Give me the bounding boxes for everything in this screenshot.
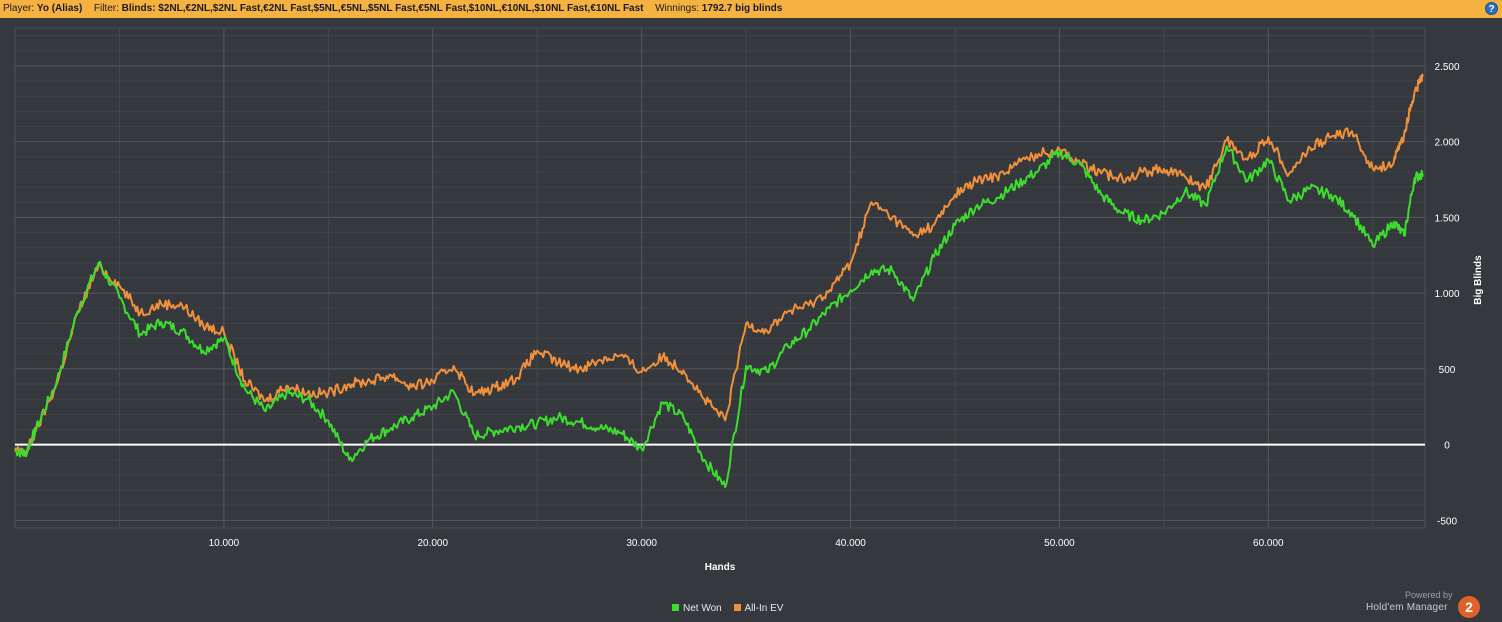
hem2-logo-icon: 2 [1458, 596, 1480, 618]
player-value: Yo (Alias) [36, 3, 83, 14]
x-axis-label: Hands [705, 562, 736, 573]
x-tick-label: 60.000 [1253, 538, 1284, 549]
player-label: Player: [3, 3, 35, 14]
y-tick-label: 0 [1444, 441, 1450, 452]
x-tick-label: 20.000 [417, 538, 448, 549]
y-tick-label: -500 [1437, 516, 1457, 527]
chart-series [14, 73, 1424, 489]
winnings-label: Winnings: [655, 3, 699, 14]
x-axis-ticks: 10.000 20.000 30.000 40.000 50.000 60.000 [209, 538, 1284, 549]
legend-item-net-won[interactable]: Net Won [672, 603, 725, 614]
y-tick-label: 2.500 [1434, 62, 1459, 73]
chart-legend: Net Won All-In EV [672, 603, 792, 614]
y-tick-label: 500 [1439, 365, 1456, 376]
y-tick-label: 1.000 [1434, 289, 1459, 300]
legend-item-all-in-ev[interactable]: All-In EV [733, 603, 784, 614]
x-tick-label: 30.000 [626, 538, 657, 549]
filter-label: Filter: [93, 3, 119, 14]
filter-value: Blinds: $2NL,€2NL,$2NL Fast,€2NL Fast,$5… [121, 3, 644, 14]
filter-header-bar: Player: Yo (Alias) Filter: Blinds: $2NL,… [0, 0, 1502, 18]
powered-by-text: Powered by [1405, 590, 1453, 600]
y-axis-ticks: -500 0 500 1.000 1.500 2.000 2.500 [1434, 62, 1459, 528]
x-tick-label: 10.000 [209, 538, 240, 549]
all-in-ev-line [14, 73, 1424, 457]
legend-swatch-all-in-ev [733, 604, 741, 611]
legend-swatch-net-won [672, 604, 679, 611]
legend-label-net-won: Net Won [683, 603, 722, 614]
help-icon[interactable]: ? [1485, 2, 1498, 15]
x-tick-label: 50.000 [1044, 538, 1075, 549]
net-won-line [14, 145, 1424, 489]
winnings-value: 1792.7 big blinds [701, 3, 783, 14]
y-tick-label: 2.000 [1434, 138, 1459, 149]
y-tick-label: 1.500 [1434, 213, 1459, 224]
powered-by-branding: Powered by Hold'em Manager [1366, 590, 1482, 613]
y-axis-label: Big Blinds [1473, 255, 1484, 305]
legend-label-all-in-ev: All-In EV [744, 603, 784, 614]
x-tick-label: 40.000 [835, 538, 866, 549]
chart-grid [14, 27, 1426, 529]
product-name: Hold'em Manager [1366, 602, 1448, 613]
